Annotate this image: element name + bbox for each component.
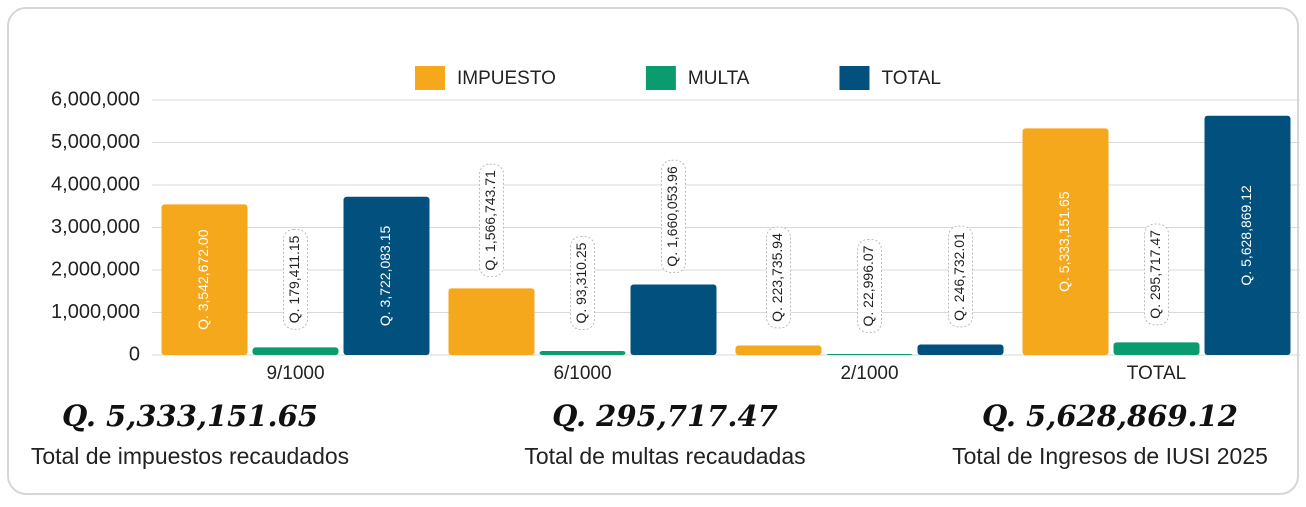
label-box — [766, 226, 791, 329]
bar — [917, 344, 1004, 355]
x-tick-label: TOTAL — [1127, 363, 1186, 384]
summary-value: Q. 295,717.47 — [552, 399, 778, 433]
label-box — [570, 236, 595, 331]
label-box — [661, 159, 686, 274]
value-label: Q. 223,735.94 — [769, 233, 785, 322]
value-label: Q. 5,628,869.12 — [1238, 185, 1254, 286]
summary-value: Q. 5,333,151.65 — [62, 399, 318, 433]
summary-value: Q. 5,628,869.12 — [982, 399, 1238, 433]
x-tick-label: 2/1000 — [840, 363, 898, 384]
bar — [735, 345, 822, 355]
value-label: Q. 295,717.47 — [1147, 230, 1163, 319]
value-label: Q. 246,732.01 — [951, 232, 967, 321]
value-label: Q. 1,660,053.96 — [664, 166, 680, 267]
bar — [826, 354, 913, 355]
legend-label: IMPUESTO — [457, 68, 556, 89]
bar — [630, 284, 717, 355]
value-label: Q. 3,542,672.00 — [195, 229, 211, 330]
card — [7, 7, 1299, 495]
bar — [343, 196, 430, 355]
summary-caption: Total de Ingresos de IUSI 2025 — [952, 443, 1268, 469]
bar — [1204, 115, 1291, 355]
value-label: Q. 93,310.25 — [573, 242, 589, 323]
label-box — [1144, 223, 1169, 326]
y-tick-label: 3,000,000 — [51, 216, 140, 238]
label-box — [479, 163, 504, 278]
bar — [1022, 128, 1109, 355]
x-tick-label: 9/1000 — [266, 363, 324, 384]
bar — [161, 204, 248, 355]
legend-label: MULTA — [688, 68, 750, 89]
label-box — [283, 229, 308, 330]
value-label: Q. 3,722,083.15 — [377, 225, 393, 326]
label-box — [857, 239, 882, 333]
label-box — [948, 225, 973, 328]
bar — [1113, 342, 1200, 355]
value-label: Q. 5,333,151.65 — [1056, 191, 1072, 292]
legend-swatch — [645, 66, 676, 90]
bar — [539, 351, 626, 355]
value-label: Q. 1,566,743.71 — [482, 170, 498, 271]
value-label: Q. 179,411.15 — [286, 235, 302, 323]
bar — [448, 288, 535, 355]
y-tick-label: 5,000,000 — [51, 131, 140, 153]
value-label: Q. 22,996.07 — [860, 245, 876, 326]
y-tick-label: 6,000,000 — [51, 88, 140, 110]
y-tick-label: 0 — [129, 343, 140, 365]
y-tick-label: 4,000,000 — [51, 173, 140, 195]
legend-swatch — [415, 66, 445, 90]
legend-label: TOTAL — [881, 68, 940, 89]
y-tick-label: 2,000,000 — [51, 258, 140, 280]
bar — [252, 347, 339, 355]
summary-caption: Total de multas recaudadas — [524, 443, 805, 469]
x-tick-label: 6/1000 — [553, 363, 611, 384]
summary-caption: Total de impuestos recaudados — [31, 443, 349, 469]
y-tick-label: 1,000,000 — [51, 301, 140, 323]
legend-swatch — [839, 66, 870, 90]
